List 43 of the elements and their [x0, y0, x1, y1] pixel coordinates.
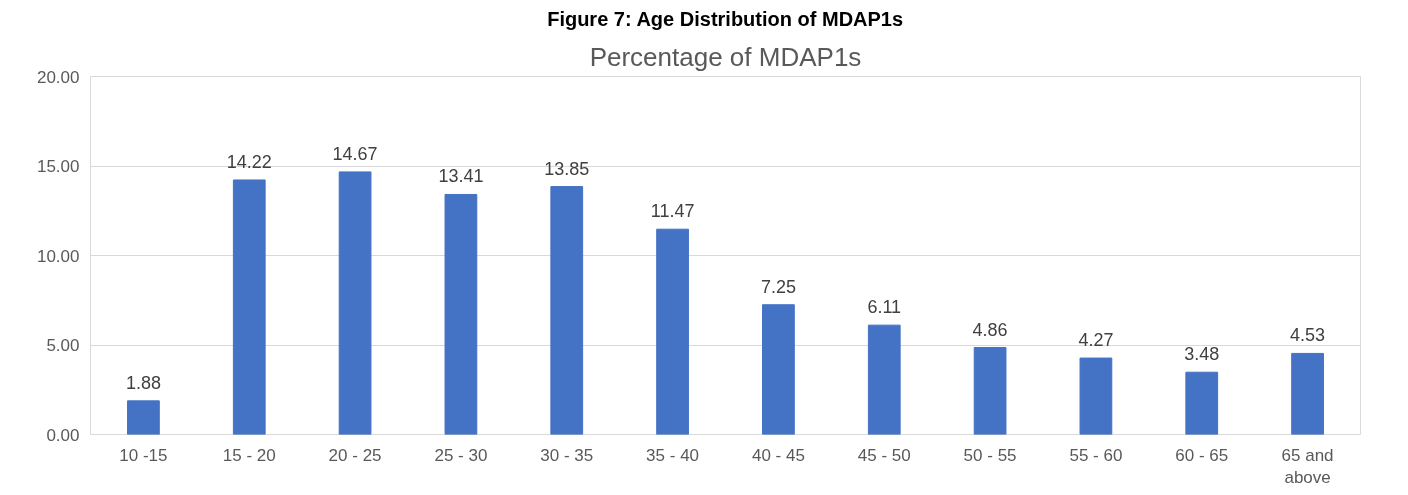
y-tick-label: 10.00 [36, 246, 80, 266]
data-label: 13.85 [544, 158, 590, 179]
x-tick-label: 30 - 35 [540, 445, 594, 465]
bar [656, 228, 689, 435]
x-tick-label: 45 - 50 [857, 445, 911, 465]
bar [1291, 352, 1324, 435]
chart-subtitle: Percentage of MDAP1s [589, 41, 862, 72]
bar [232, 179, 266, 435]
data-label: 4.27 [1078, 330, 1114, 351]
data-label: 13.41 [438, 166, 484, 187]
data-label: 11.47 [650, 201, 695, 222]
x-tick-label: 10 -15 [119, 445, 168, 465]
data-label: 14.67 [332, 143, 378, 164]
data-label: 1.88 [125, 372, 161, 393]
x-tick-label: 60 - 65 [1175, 445, 1229, 465]
x-tick-label: 35 - 40 [646, 445, 700, 465]
data-label: 3.48 [1184, 344, 1220, 365]
bar [338, 171, 372, 435]
data-label: 4.53 [1290, 325, 1326, 346]
y-tick-label: 20.00 [36, 67, 80, 87]
bar [127, 400, 160, 435]
x-tick-label: 65 and above [1281, 445, 1334, 488]
x-tick-label: 50 - 55 [963, 445, 1017, 465]
data-label: 14.22 [226, 151, 272, 172]
y-tick-label: 5.00 [46, 336, 80, 355]
bar [973, 347, 1007, 435]
bar [1185, 371, 1219, 435]
chart-title: Figure 7: Age Distribution of MDAP1s [547, 7, 904, 30]
x-tick-label: 55 - 60 [1069, 445, 1123, 465]
x-tick-label: 15 - 20 [222, 445, 276, 465]
x-tick-label: 20 - 25 [328, 445, 382, 465]
x-tick-label: 25 - 30 [434, 445, 488, 465]
y-tick-label: 15.00 [36, 157, 80, 176]
data-label: 7.25 [760, 276, 796, 297]
bar [1079, 357, 1113, 435]
x-tick-label: 40 - 45 [751, 445, 805, 465]
data-label: 6.11 [867, 297, 902, 318]
y-tick-label: 0.00 [46, 425, 80, 445]
bar [550, 186, 584, 435]
bar [444, 193, 478, 435]
bar [867, 324, 901, 435]
data-label: 4.86 [972, 319, 1008, 340]
bar [762, 304, 795, 435]
